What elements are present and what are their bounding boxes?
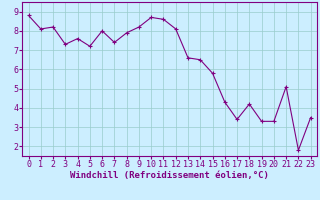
X-axis label: Windchill (Refroidissement éolien,°C): Windchill (Refroidissement éolien,°C) bbox=[70, 171, 269, 180]
